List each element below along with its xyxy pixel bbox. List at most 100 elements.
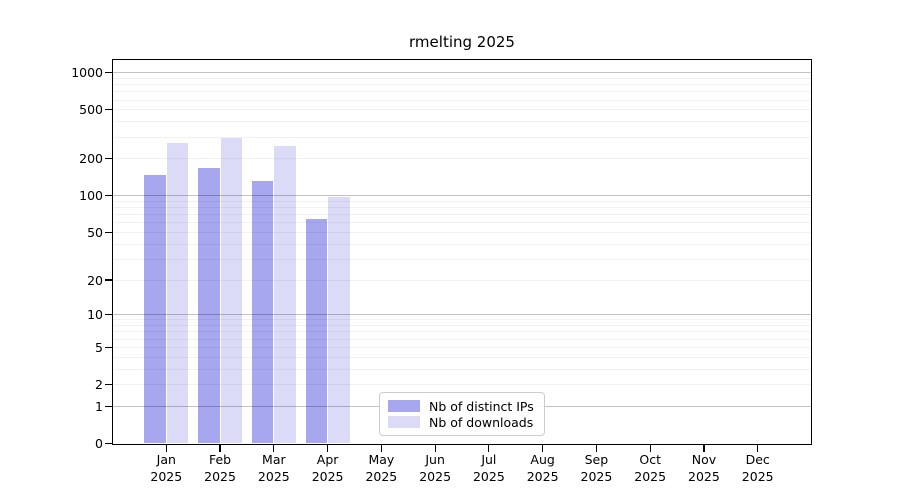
- y-tick: [105, 405, 112, 407]
- gridline-minor: [113, 207, 811, 209]
- bar-downloads-feb: [220, 138, 243, 444]
- x-tick-label: Apr 2025: [298, 452, 358, 485]
- x-tick-label: Mar 2025: [244, 452, 304, 485]
- x-tick-month: Nov: [691, 452, 717, 467]
- x-tick-label: Feb 2025: [190, 452, 250, 485]
- bar-distinct-ips-mar: [251, 181, 274, 444]
- x-tick: [165, 444, 167, 452]
- gridline-minor: [113, 279, 811, 281]
- legend-item: Nb of distinct IPs: [388, 399, 536, 414]
- x-tick-label: Nov 2025: [674, 452, 734, 485]
- x-tick-year: 2025: [365, 468, 398, 484]
- x-tick-label: Oct 2025: [620, 452, 680, 485]
- x-tick: [757, 444, 759, 452]
- y-tick: [105, 346, 112, 348]
- bar-distinct-ips-jan: [144, 174, 166, 444]
- x-tick: [326, 444, 329, 452]
- x-tick-month: Oct: [639, 452, 661, 467]
- x-tick-month: Mar: [262, 452, 286, 467]
- gridline-minor: [113, 319, 811, 321]
- legend-label: Nb of distinct IPs: [429, 398, 534, 414]
- x-tick: [595, 444, 597, 452]
- x-tick-label: Jan 2025: [136, 452, 196, 485]
- bar-downloads-jan: [166, 142, 189, 444]
- gridline-minor: [113, 258, 811, 260]
- x-tick-month: Jan: [156, 452, 176, 467]
- gridline-minor: [113, 99, 811, 101]
- x-tick: [219, 444, 221, 452]
- y-tick: [105, 109, 112, 111]
- y-tick: [105, 195, 112, 197]
- x-tick-label: Dec 2025: [728, 452, 788, 485]
- gridline-major: [113, 195, 811, 197]
- y-tick-label: 5: [95, 339, 103, 355]
- gridline-minor: [113, 346, 811, 348]
- x-tick-month: Feb: [208, 452, 232, 467]
- legend-swatch: [388, 400, 420, 412]
- y-tick: [105, 158, 112, 160]
- gridline-minor: [113, 77, 811, 79]
- y-tick-label: 20: [87, 272, 103, 288]
- x-tick: [488, 444, 490, 452]
- x-tick-year: 2025: [311, 468, 344, 484]
- legend: Nb of distinct IPs Nb of downloads: [379, 392, 545, 436]
- y-tick: [105, 442, 112, 445]
- x-tick-year: 2025: [257, 468, 290, 484]
- bar-downloads-mar: [274, 146, 296, 444]
- x-tick-year: 2025: [634, 468, 667, 484]
- y-tick: [105, 314, 112, 316]
- gridline-minor: [113, 214, 811, 216]
- x-tick-month: Sep: [584, 452, 609, 467]
- gridline-minor: [113, 356, 811, 358]
- legend-swatch: [388, 416, 420, 428]
- x-tick-label: Sep 2025: [566, 452, 626, 485]
- x-tick-month: Dec: [745, 452, 770, 467]
- y-tick: [105, 72, 112, 74]
- x-tick: [649, 444, 651, 452]
- gridline-minor: [113, 84, 811, 86]
- x-tick-month: Aug: [530, 452, 555, 467]
- bar-distinct-ips-apr: [305, 219, 328, 444]
- x-tick-month: Apr: [316, 452, 339, 467]
- x-tick: [434, 444, 436, 452]
- chart-title: rmelting 2025: [409, 33, 515, 51]
- x-tick: [273, 444, 275, 452]
- y-tick-label: 1000: [71, 65, 103, 81]
- bar-distinct-ips-feb: [198, 167, 220, 444]
- x-tick-year: 2025: [688, 468, 720, 484]
- y-tick-label: 1: [95, 398, 103, 414]
- x-tick-month: Jun: [425, 452, 445, 467]
- x-tick-year: 2025: [526, 468, 559, 484]
- y-tick: [105, 383, 112, 386]
- y-tick-label: 50: [87, 224, 103, 240]
- gridline-minor: [113, 109, 811, 111]
- y-tick-label: 500: [79, 102, 103, 118]
- gridline-minor: [113, 91, 811, 93]
- x-tick-year: 2025: [580, 468, 613, 484]
- gridline-minor: [113, 325, 811, 327]
- y-tick-label: 10: [87, 307, 103, 323]
- legend-item: Nb of downloads: [388, 415, 536, 430]
- bar-downloads-apr: [328, 197, 350, 444]
- x-tick: [703, 444, 705, 452]
- legend-label: Nb of downloads: [429, 414, 534, 430]
- x-tick-label: May 2025: [351, 452, 411, 485]
- y-tick-label: 0: [95, 436, 103, 451]
- gridline-minor: [113, 243, 811, 245]
- x-tick-year: 2025: [741, 468, 774, 484]
- x-tick-month: Jul: [481, 452, 497, 467]
- y-tick: [105, 279, 112, 281]
- y-tick-label: 200: [79, 151, 103, 167]
- gridline-minor: [113, 384, 811, 386]
- gridline-major: [113, 314, 811, 316]
- x-tick-month: May: [368, 452, 395, 467]
- x-tick-year: 2025: [204, 468, 236, 484]
- gridline-minor: [113, 368, 811, 370]
- y-tick-label: 2: [95, 377, 103, 393]
- gridline-minor: [113, 121, 811, 123]
- gridline-minor: [113, 338, 811, 340]
- x-tick-label: Jun 2025: [405, 452, 465, 485]
- plot-area: [112, 59, 812, 445]
- x-tick-label: Jul 2025: [459, 452, 519, 485]
